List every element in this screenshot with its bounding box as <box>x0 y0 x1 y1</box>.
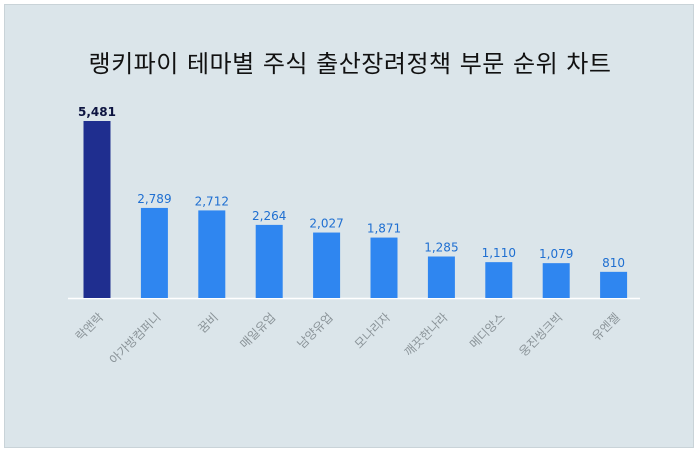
bar-value-label: 1,871 <box>367 222 401 236</box>
x-tick-label: 유엔젤 <box>589 310 622 343</box>
bar-value-label: 2,264 <box>252 209 286 223</box>
x-tick-label: 남양유업 <box>295 310 336 351</box>
bar-0 <box>83 121 111 298</box>
x-tick-label: 메디앙스 <box>467 310 508 351</box>
x-tick-label: 락앤락 <box>73 310 106 343</box>
bar-8 <box>542 263 570 298</box>
x-tick-label: 웅진씽크빅 <box>516 310 565 359</box>
bar-value-label: 810 <box>602 256 625 270</box>
bar-3 <box>255 224 283 298</box>
bar-value-label: 2,712 <box>195 194 229 208</box>
x-tick-label: 깨끗한나라 <box>402 310 451 359</box>
bar-6 <box>427 256 455 298</box>
bar-4 <box>313 232 341 298</box>
bar-value-label: 1,079 <box>539 247 573 261</box>
x-tick-label: 모나리자 <box>352 310 393 351</box>
x-tick-label: 꿈비 <box>195 310 221 336</box>
bar-value-label: 2,789 <box>137 192 171 206</box>
bar-2 <box>198 210 226 298</box>
chart-frame <box>4 4 694 448</box>
bar-value-label: 2,027 <box>309 217 343 231</box>
bar-value-label: 1,110 <box>482 246 516 260</box>
x-tick-label: 매일유업 <box>237 310 278 351</box>
bar-value-label: 5,481 <box>78 105 116 119</box>
bar-1 <box>140 207 168 298</box>
bar-value-label: 1,285 <box>424 241 458 255</box>
bar-9 <box>600 271 628 298</box>
bar-5 <box>370 237 398 298</box>
x-tick-label: 아가방컴퍼니 <box>107 310 164 367</box>
chart-title: 랭키파이 테마별 주식 출산장려정책 부문 순위 차트 <box>88 50 612 78</box>
bar-7 <box>485 262 513 298</box>
